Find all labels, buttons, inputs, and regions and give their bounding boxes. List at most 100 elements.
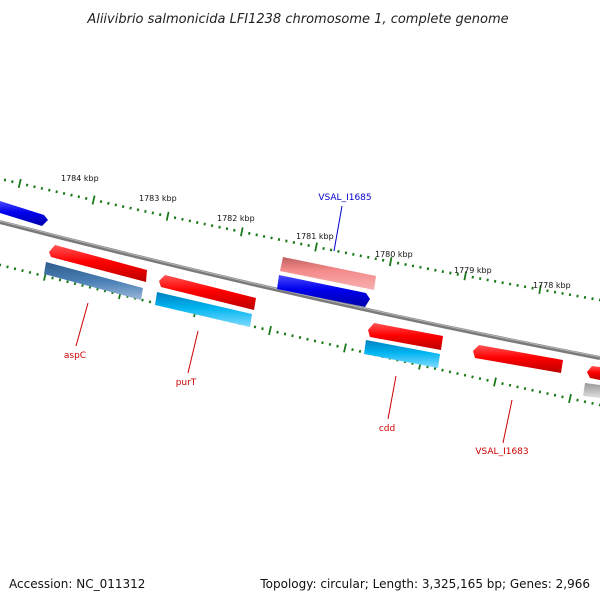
minor-tick: [84, 196, 88, 200]
minor-tick: [501, 382, 504, 386]
minor-tick: [381, 258, 385, 262]
minor-tick: [358, 349, 362, 353]
minor-tick: [313, 339, 317, 343]
minor-tick: [553, 290, 557, 294]
gene-feature[interactable]: [587, 366, 600, 380]
gene-feature[interactable]: [159, 275, 256, 310]
minor-tick: [277, 238, 281, 241]
minor-tick: [28, 270, 32, 274]
minor-tick: [248, 231, 251, 235]
minor-tick: [141, 298, 144, 302]
minor-tick: [107, 201, 110, 205]
minor-tick: [262, 235, 266, 238]
minor-tick: [283, 332, 287, 336]
gene-feature[interactable]: [368, 323, 443, 350]
leader-line: [502, 399, 513, 444]
minor-tick: [576, 398, 579, 402]
minor-tick: [66, 280, 69, 284]
kbp-labels: 1784 kbp 1783 kbp 1782 kbp 1781 kbp 1780…: [61, 174, 571, 290]
tick-label: 1778 kbp: [533, 281, 571, 290]
minor-tick: [225, 227, 229, 231]
minor-tick: [292, 241, 296, 244]
minor-tick: [21, 269, 24, 273]
minor-tick: [344, 251, 348, 255]
gene-feature[interactable]: [280, 257, 376, 290]
leader-line: [333, 205, 343, 252]
minor-tick: [285, 239, 288, 243]
gene-labels: aspC purT VSAL_I1685 cdd VSAL_I1683: [64, 193, 529, 457]
major-tick: [165, 211, 170, 221]
minor-tick: [114, 203, 118, 207]
minor-tick: [151, 211, 155, 215]
gene-label-VSAL_I1683[interactable]: VSAL_I1683: [475, 447, 528, 457]
chromosome-backbone-highlight: [0, 220, 600, 358]
minor-tick: [291, 334, 294, 338]
minor-tick: [471, 375, 474, 379]
tick-label: 1784 kbp: [61, 174, 99, 183]
minor-tick: [516, 385, 519, 389]
minor-tick: [233, 228, 236, 232]
gene-features: [0, 201, 600, 398]
minor-tick: [352, 252, 355, 256]
minor-tick: [591, 401, 594, 405]
gene-feature-purT[interactable]: [155, 292, 252, 327]
minor-tick: [321, 341, 324, 345]
major-tick: [463, 271, 467, 281]
minor-tick: [298, 335, 302, 340]
minor-tick: [508, 383, 512, 387]
minor-tick: [25, 183, 29, 187]
minor-tick: [196, 221, 199, 224]
gene-label-cdd[interactable]: cdd: [379, 424, 395, 434]
minor-tick: [367, 255, 370, 259]
minor-tick: [531, 286, 534, 290]
tick-label: 1779 kbp: [454, 266, 492, 275]
major-tick: [268, 325, 272, 336]
major-tick: [17, 178, 22, 189]
minor-tick: [73, 282, 77, 286]
minor-tick: [33, 185, 36, 189]
minor-tick: [336, 344, 339, 348]
tick-label: 1783 kbp: [139, 194, 177, 203]
minor-tick: [546, 289, 549, 293]
gene-feature[interactable]: [49, 245, 147, 282]
minor-tick: [478, 377, 482, 381]
gene-feature-VSAL_I1683[interactable]: [473, 345, 563, 373]
minor-tick: [419, 265, 422, 269]
gene-label-aspC[interactable]: aspC: [64, 351, 86, 361]
leader-line: [387, 375, 397, 420]
minor-tick: [359, 254, 363, 258]
major-tick: [240, 227, 244, 237]
minor-tick: [583, 400, 587, 404]
minor-tick: [136, 208, 140, 212]
minor-tick: [322, 247, 325, 250]
minor-tick: [148, 300, 152, 304]
minor-tick: [48, 188, 51, 192]
gene-feature-cdd[interactable]: [364, 340, 440, 368]
minor-tick: [276, 330, 279, 334]
major-tick: [388, 257, 393, 267]
minor-tick: [426, 267, 430, 271]
minor-tick: [181, 217, 184, 221]
gene-feature-aspC[interactable]: [44, 262, 143, 300]
minor-tick: [411, 264, 415, 268]
minor-tick: [121, 205, 125, 209]
minor-tick: [88, 285, 92, 289]
minor-tick: [538, 390, 542, 394]
minor-tick: [300, 242, 303, 246]
minor-tick: [99, 200, 103, 204]
minor-tick: [441, 270, 445, 274]
gene-label-VSAL_I1685[interactable]: VSAL_I1685: [318, 193, 371, 203]
tick-label: 1782 kbp: [217, 214, 255, 223]
minor-tick: [471, 275, 474, 279]
gene-feature-VSAL_I1685[interactable]: [277, 275, 370, 307]
minor-tick: [188, 219, 192, 223]
minor-tick: [62, 192, 66, 195]
minor-tick: [546, 392, 549, 396]
tick-label: 1781 kbp: [296, 232, 334, 241]
gene-feature[interactable]: [0, 201, 48, 226]
major-tick: [568, 393, 572, 404]
gene-label-purT[interactable]: purT: [176, 378, 197, 388]
gene-feature[interactable]: [583, 383, 600, 398]
minor-tick: [3, 178, 7, 182]
